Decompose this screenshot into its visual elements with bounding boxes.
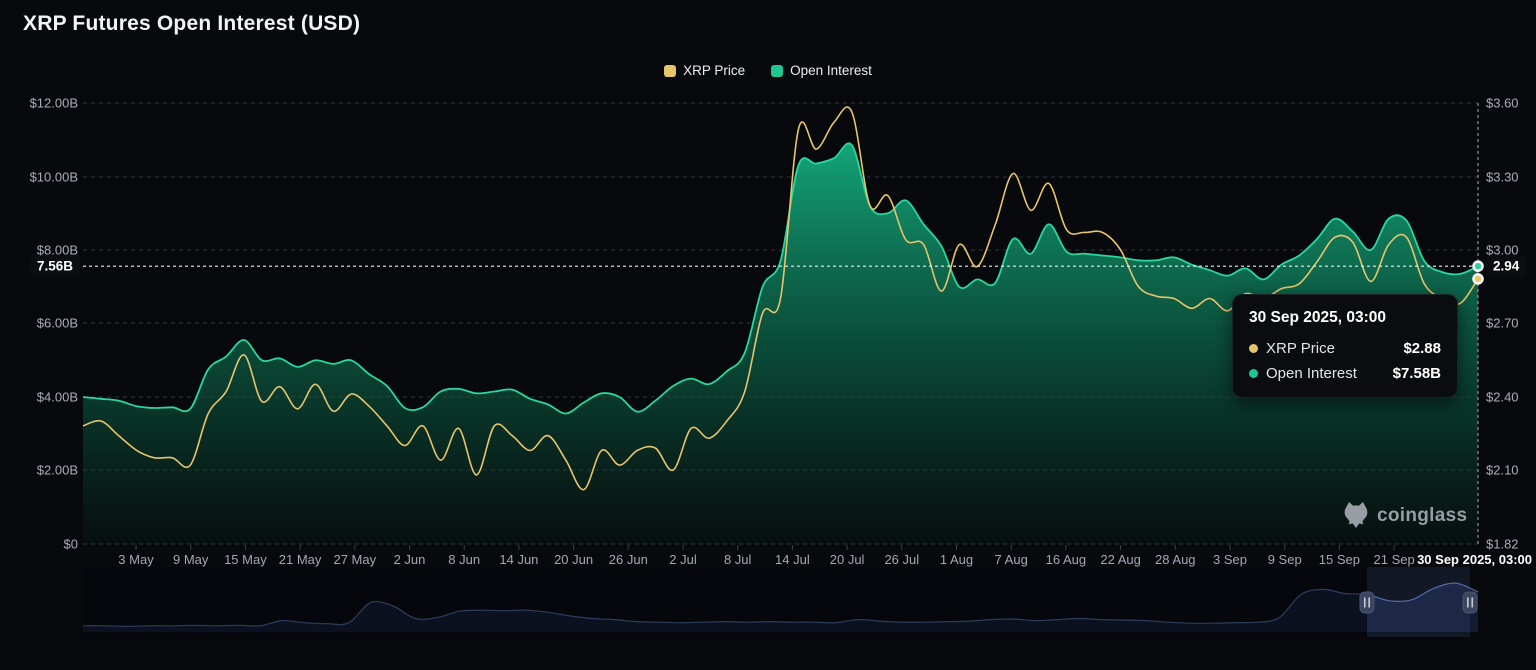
y-axis-left-tick: $4.00B <box>36 389 78 405</box>
xrp-price-dot-icon <box>1249 344 1258 353</box>
open-interest-swatch-icon <box>771 64 784 77</box>
tooltip-value: $2.88 <box>1403 340 1441 357</box>
navigator-handle-left[interactable] <box>1359 591 1375 614</box>
legend-label-open-interest: Open Interest <box>790 63 872 78</box>
y-axis-left-tick: $6.00B <box>36 315 78 331</box>
tooltip-row-xrp-price: XRP Price $2.88 <box>1249 340 1441 357</box>
tooltip-label: Open Interest <box>1266 365 1357 382</box>
x-axis-tick: 14 Jul <box>775 552 810 567</box>
y-axis-left-tick: $12.00B <box>29 95 78 111</box>
x-axis-tick: 9 Sep <box>1267 552 1302 567</box>
y-axis-left-tick: $2.00B <box>36 462 78 478</box>
x-axis-current-label: 30 Sep 2025, 03:00 <box>1417 552 1532 567</box>
y-axis-right-tick: $2.70 <box>1486 315 1519 331</box>
y-axis-left-tick: $8.00B <box>36 242 78 258</box>
tooltip-date: 30 Sep 2025, 03:00 <box>1249 309 1387 326</box>
x-axis-tick: 14 Jun <box>499 552 539 567</box>
page-title: XRP Futures Open Interest (USD) <box>23 12 361 35</box>
coinglass-logo-icon <box>1344 502 1368 529</box>
open-interest-dot-icon <box>1249 369 1258 378</box>
y-axis-right-tick: $1.82 <box>1486 536 1519 552</box>
x-axis-tick: 26 Jul <box>884 552 920 567</box>
x-axis-tick: 20 Jul <box>829 552 865 567</box>
x-axis-tick: 16 Aug <box>1045 552 1087 567</box>
x-axis-tick: 21 May <box>278 552 322 567</box>
y-axis-left-tick: $0 <box>63 536 78 552</box>
price-current-badge: 2.94 <box>1486 255 1527 277</box>
tooltip-label: XRP Price <box>1266 340 1335 357</box>
x-axis-tick: 22 Aug <box>1100 552 1141 567</box>
x-axis-tick: 26 Jun <box>608 552 648 567</box>
x-axis-tick: 20 Jun <box>554 552 594 567</box>
tooltip-row-open-interest: Open Interest $7.58B <box>1249 365 1441 382</box>
x-axis-tick: 3 May <box>118 552 154 567</box>
coinglass-text: coinglass <box>1377 504 1468 526</box>
x-axis-tick: 2 Jul <box>669 552 697 567</box>
xrp-price-swatch-icon <box>664 64 677 77</box>
legend-item-xrp-price[interactable]: XRP Price <box>664 63 745 78</box>
navigator-selection[interactable] <box>1366 567 1471 637</box>
tooltip-value: $7.58B <box>1392 365 1441 382</box>
x-axis-tick: 15 Sep <box>1318 552 1360 567</box>
x-axis-tick: 8 Jul <box>723 552 752 567</box>
coinglass-watermark: coinglass <box>1343 501 1467 530</box>
navigator-handle-right[interactable] <box>1462 591 1478 614</box>
x-axis-tick: 9 May <box>172 552 209 567</box>
tooltip: 30 Sep 2025, 03:00 XRP Price $2.88 Open … <box>1232 294 1458 398</box>
y-axis-right-tick: $2.10 <box>1486 462 1519 478</box>
open-interest-current-badge: 7.56B <box>29 255 80 277</box>
x-axis-tick: 15 May <box>224 552 267 567</box>
x-axis-tick: 7 Aug <box>994 552 1028 567</box>
x-axis-tick: 3 Sep <box>1213 552 1247 567</box>
x-axis-tick: 21 Sep <box>1373 552 1415 567</box>
legend-item-open-interest[interactable]: Open Interest <box>771 63 872 78</box>
y-axis-right-tick: $3.00 <box>1486 242 1519 258</box>
x-axis-tick: 28 Aug <box>1155 552 1196 567</box>
x-axis-tick: 27 May <box>333 552 377 567</box>
y-axis-right-tick: $3.60 <box>1486 95 1519 111</box>
y-axis-left-tick: $10.00B <box>29 169 78 185</box>
x-axis-tick: 8 Jun <box>448 552 481 567</box>
x-axis-tick: 2 Jun <box>393 552 426 567</box>
y-axis-right-tick: $2.40 <box>1486 389 1519 405</box>
legend: XRP Price Open Interest <box>0 63 1536 78</box>
legend-label-xrp-price: XRP Price <box>683 63 746 78</box>
x-axis-tick: 1 Aug <box>939 552 974 567</box>
y-axis-right-tick: $3.30 <box>1486 169 1519 185</box>
